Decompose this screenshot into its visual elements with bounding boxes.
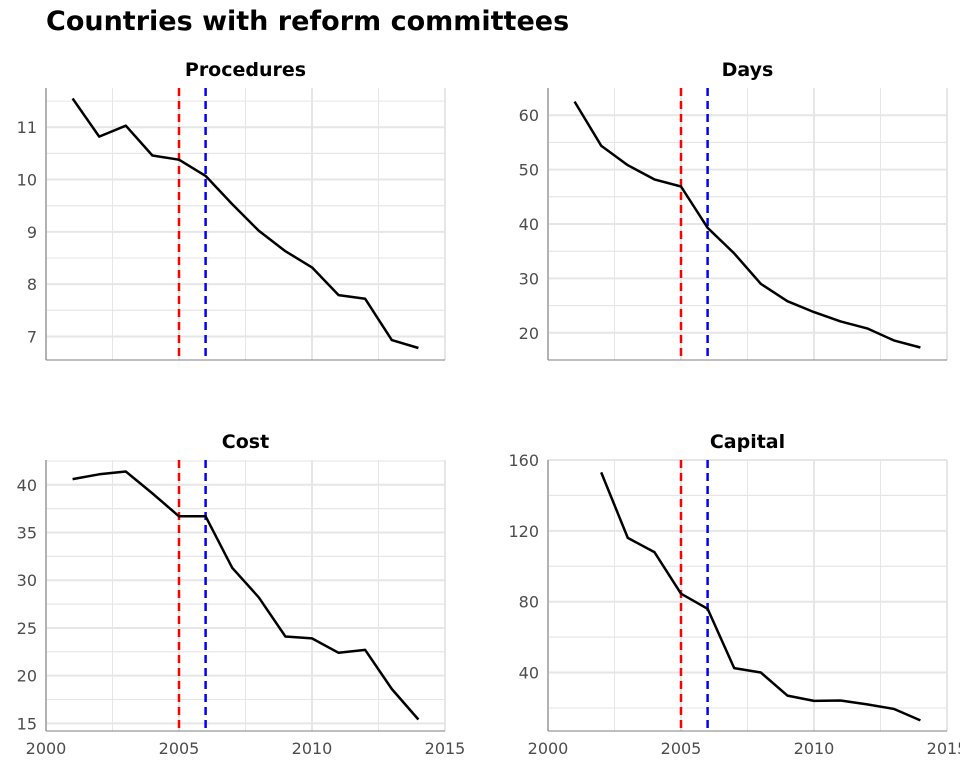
y-tick-label: 40	[519, 664, 539, 683]
series-line	[72, 470, 420, 721]
panel-capital: Capital 40 80 120 160 2000 2005 2010 2015	[508, 431, 960, 758]
y-tick-label: 9	[27, 223, 37, 242]
x-tick-label: 2000	[26, 739, 67, 758]
series-line	[71, 97, 419, 350]
y-tick-label: 40	[519, 215, 539, 234]
series-line	[573, 100, 921, 349]
x-tick-label: 2010	[292, 739, 333, 758]
y-tick-label: 35	[17, 524, 37, 543]
y-tick-label: 11	[17, 118, 37, 137]
y-tick-label: 30	[17, 571, 37, 590]
x-tick-label: 2000	[528, 739, 569, 758]
y-tick-label: 25	[17, 619, 37, 638]
panel-procedures: Procedures 7 8 9 10 11	[17, 59, 446, 361]
y-tick-label: 10	[17, 171, 37, 190]
series-line	[600, 471, 921, 722]
panel-title: Capital	[710, 431, 785, 453]
x-tick-label: 2015	[425, 739, 466, 758]
y-tick-label: 60	[519, 106, 539, 125]
y-tick-label: 120	[508, 522, 539, 541]
panel-title: Procedures	[185, 59, 306, 81]
y-tick-label: 7	[27, 327, 37, 346]
y-tick-label: 30	[519, 269, 539, 288]
x-tick-label: 2015	[927, 739, 960, 758]
panel-title: Cost	[222, 431, 269, 453]
panel-days: Days 20 30 40 50 60	[519, 59, 948, 361]
panel-cost: Cost 15 20 25 30 35 40 2000 2005 2010 2015	[17, 431, 466, 758]
y-tick-label: 20	[519, 324, 539, 343]
y-tick-label: 50	[519, 161, 539, 180]
panel-title: Days	[722, 59, 774, 81]
y-tick-label: 15	[17, 714, 37, 733]
y-tick-label: 8	[27, 275, 37, 294]
x-tick-label: 2010	[794, 739, 835, 758]
y-tick-label: 40	[17, 476, 37, 495]
y-tick-label: 160	[508, 451, 539, 470]
chart-title: Countries with reform committees	[46, 6, 570, 37]
x-tick-label: 2005	[661, 739, 702, 758]
y-tick-label: 20	[17, 667, 37, 686]
x-tick-label: 2005	[159, 739, 200, 758]
y-tick-label: 80	[519, 593, 539, 612]
